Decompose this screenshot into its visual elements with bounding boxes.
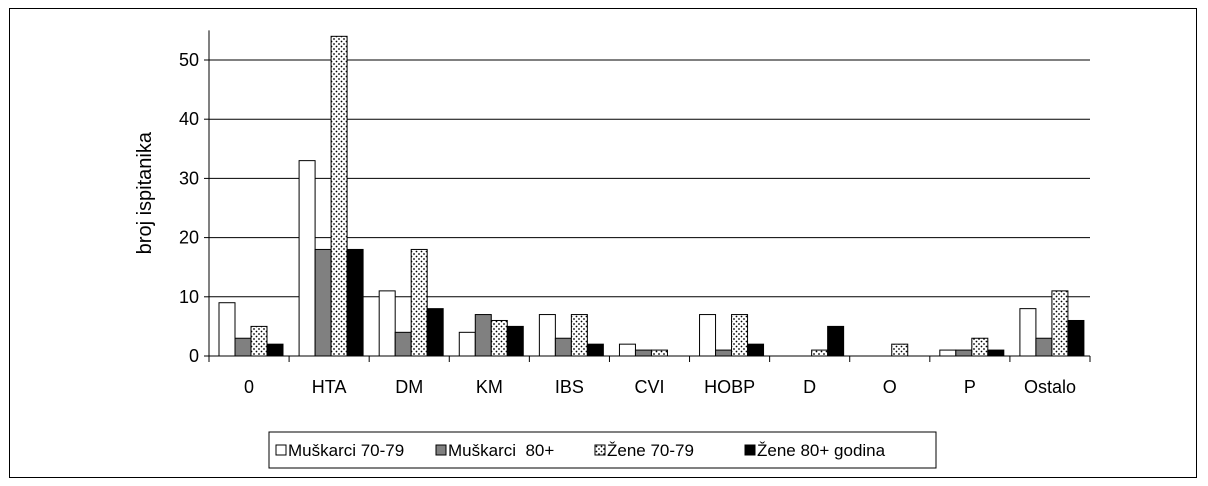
x-tick-label: DM xyxy=(395,377,423,397)
bar-dm-series-2 xyxy=(394,331,412,357)
bar-o-series-3 xyxy=(891,343,909,357)
bar-ostalo-series-1 xyxy=(1019,308,1037,357)
bar-km-series-4 xyxy=(506,325,524,357)
x-tick-label: HTA xyxy=(312,377,347,397)
x-tick-labels: 0 HTA DM KM IBS CVI HOBP D O P Ostalo xyxy=(244,377,1076,397)
bar-ibs-series-2 xyxy=(554,337,572,357)
axes xyxy=(208,30,1091,362)
legend-label: Žene 80+ godina xyxy=(757,441,886,460)
y-tick-labels: 0 10 20 30 40 50 xyxy=(179,50,209,366)
bar-dm-series-1 xyxy=(378,290,396,357)
bar-hobp-series-4 xyxy=(747,343,765,357)
bar-hobp-series-3 xyxy=(731,314,749,357)
x-tick-label: P xyxy=(964,377,976,397)
x-tick-label: KM xyxy=(476,377,503,397)
bar-0-series-1 xyxy=(218,302,236,357)
x-tick-label: HOBP xyxy=(704,377,755,397)
y-tick-label: 40 xyxy=(179,109,199,129)
legend-label: Žene 70-79 xyxy=(607,441,694,460)
bar-d-series-4 xyxy=(827,325,845,357)
bar-hta-series-3 xyxy=(330,35,348,357)
bar-hobp-series-2 xyxy=(715,349,733,357)
y-tick-label: 20 xyxy=(179,228,199,248)
bar-p-series-4 xyxy=(987,349,1005,357)
bar-km-series-2 xyxy=(474,314,492,357)
y-tick-label: 30 xyxy=(179,168,199,188)
bar-0-series-2 xyxy=(234,337,252,357)
bars xyxy=(218,35,1085,357)
bar-ibs-series-4 xyxy=(586,343,604,357)
legend-swatch xyxy=(594,444,606,456)
legend-label: Muškarci 70-79 xyxy=(288,441,404,460)
bar-ibs-series-1 xyxy=(538,314,556,357)
legend-swatch xyxy=(744,444,756,456)
bar-p-series-2 xyxy=(955,349,973,357)
bar-cvi-series-1 xyxy=(618,343,636,357)
bar-dm-series-4 xyxy=(426,308,444,357)
bar-hobp-series-1 xyxy=(699,314,717,357)
legend-swatch xyxy=(435,444,447,456)
y-axis-title: broj ispitanika xyxy=(134,131,156,254)
bar-cvi-series-3 xyxy=(650,349,668,357)
legend: Muškarci 70-79 Muškarci 80+ Žene 70-79 Žene… xyxy=(268,431,937,469)
x-tick-label: CVI xyxy=(634,377,664,397)
x-tick-label: IBS xyxy=(555,377,584,397)
bar-d-series-3 xyxy=(811,349,829,357)
bar-ostalo-series-3 xyxy=(1051,290,1069,357)
chart-frame xyxy=(9,8,1197,478)
x-tick-label: O xyxy=(883,377,897,397)
bar-hta-series-2 xyxy=(314,248,332,357)
bar-0-series-4 xyxy=(266,343,284,357)
x-tick-label: D xyxy=(803,377,816,397)
x-tick-label: Ostalo xyxy=(1024,377,1076,397)
bar-hta-series-4 xyxy=(346,248,364,357)
bar-ostalo-series-4 xyxy=(1067,319,1085,357)
bar-ibs-series-3 xyxy=(570,314,588,357)
bar-km-series-3 xyxy=(490,319,508,357)
bar-ostalo-series-2 xyxy=(1035,337,1053,357)
bar-p-series-1 xyxy=(939,349,957,357)
y-tick-label: 50 xyxy=(179,50,199,70)
y-tick-label: 0 xyxy=(189,346,199,366)
bar-dm-series-3 xyxy=(410,248,428,357)
legend-label: Muškarci 80+ xyxy=(448,441,554,460)
y-tick-label: 10 xyxy=(179,287,199,307)
bar-km-series-1 xyxy=(458,331,476,357)
bar-cvi-series-2 xyxy=(634,349,652,357)
x-tick-label: 0 xyxy=(244,377,254,397)
bar-p-series-3 xyxy=(971,337,989,357)
legend-swatch xyxy=(275,444,287,456)
bar-0-series-3 xyxy=(250,325,268,357)
bar-hta-series-1 xyxy=(298,160,316,357)
